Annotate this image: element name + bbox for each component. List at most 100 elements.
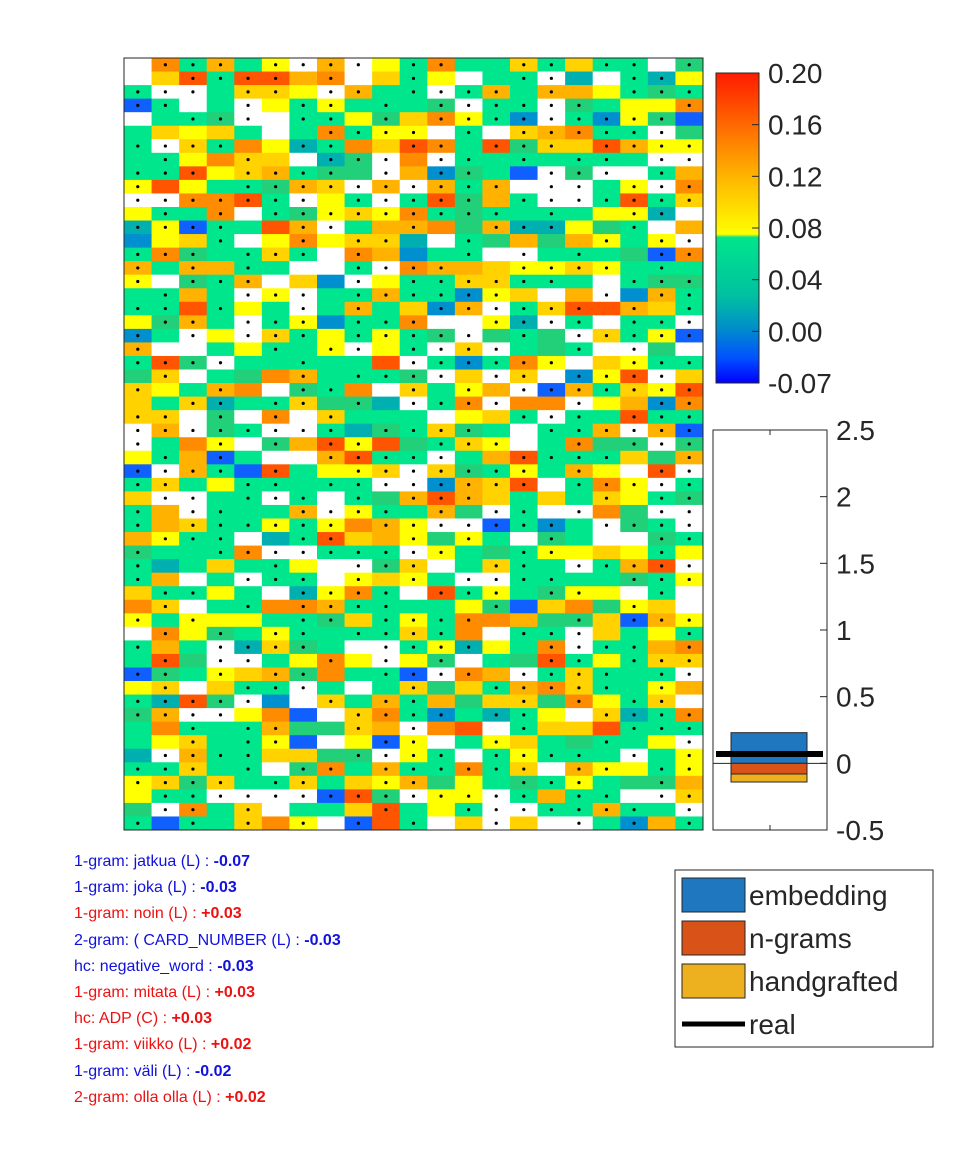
heatmap-dot (522, 374, 526, 378)
heatmap-dot (329, 483, 333, 487)
heatmap-cell (289, 410, 318, 425)
heatmap-dot (329, 185, 333, 189)
heatmap-cell (317, 816, 345, 831)
heatmap-dot (467, 442, 471, 446)
heatmap-dot (604, 239, 609, 243)
heatmap-cell (482, 383, 511, 397)
heatmap-dot (549, 686, 553, 690)
heatmap-cell (675, 681, 704, 695)
heatmap-cell (234, 532, 263, 546)
heatmap-dot (163, 659, 167, 663)
heatmap-dot (191, 469, 195, 473)
heatmap-dot (411, 455, 416, 460)
legend-swatch (681, 963, 746, 999)
heatmap-dot (329, 157, 333, 162)
heatmap-cell (592, 532, 621, 546)
heatmap-cell (675, 599, 704, 614)
heatmap-dot (246, 157, 250, 162)
heatmap-dot (301, 293, 305, 297)
heatmap-dot (274, 523, 278, 527)
heatmap-dot (494, 713, 498, 717)
heatmap-dot (467, 334, 471, 338)
heatmap-dot (439, 361, 443, 365)
heatmap-dot (604, 388, 609, 392)
heatmap-cell (454, 261, 483, 276)
heatmap-cell (179, 450, 208, 465)
heatmap-dot (274, 293, 278, 297)
heatmap-dot (329, 212, 333, 216)
heatmap-cell (592, 315, 621, 330)
heatmap-dot (604, 130, 609, 135)
heatmap-dot (494, 347, 498, 351)
heatmap-cell (179, 206, 208, 221)
heatmap-dot (246, 794, 250, 798)
heatmap-dot (191, 225, 195, 229)
heatmap-cell (261, 220, 290, 235)
feature-row: 1-gram: mitata (L) : +0.03 (74, 980, 594, 1006)
heatmap-dot (577, 591, 581, 595)
heatmap-dot (660, 293, 664, 297)
heatmap-dot (301, 320, 305, 324)
heatmap-cell (372, 220, 401, 235)
heatmap-dot (274, 401, 278, 405)
heatmap-dot (632, 212, 636, 216)
heatmap-dot (356, 320, 360, 324)
heatmap-cell (206, 613, 235, 628)
feature-label: 1-gram: viikko (L) : (74, 1036, 211, 1054)
colorbar-tick-label: 0.16 (768, 110, 823, 141)
heatmap-dot (246, 252, 250, 256)
heatmap-dot (411, 361, 416, 365)
heatmap-dot (301, 117, 305, 121)
heatmap-dot (577, 401, 581, 405)
heatmap-cell (620, 667, 649, 682)
heatmap-cell (482, 58, 511, 72)
heatmap-dot (660, 564, 664, 568)
heatmap-cell (206, 288, 235, 303)
heatmap-dot (439, 171, 443, 175)
heatmap-cell (510, 342, 538, 357)
heatmap-dot (660, 686, 664, 690)
heatmap-dot (411, 794, 416, 798)
heatmap-cell (289, 653, 318, 668)
heatmap-cell (565, 274, 594, 289)
heatmap-dot (660, 699, 664, 703)
heatmap-dot (163, 212, 167, 216)
heatmap-dot (384, 767, 388, 771)
heatmap-dot (329, 225, 333, 229)
heatmap-cell (344, 71, 373, 86)
heatmap-dot (301, 550, 305, 554)
heatmap-cell (675, 261, 704, 276)
heatmap-dot (604, 483, 609, 487)
heatmap-dot (549, 198, 553, 202)
heatmap-dot (218, 225, 223, 229)
heatmap-cell (206, 491, 235, 506)
heatmap-dot (136, 781, 140, 785)
heatmap-dot (384, 659, 388, 663)
heatmap-dot (384, 374, 388, 378)
heatmap-dot (660, 279, 664, 284)
heatmap-dot (274, 564, 278, 568)
heatmap-cell (206, 572, 235, 587)
heatmap-dot (329, 388, 333, 392)
heatmap-cell (537, 789, 566, 804)
heatmap-cell (344, 694, 373, 709)
heatmap-dot (604, 428, 609, 433)
heatmap-cell (592, 613, 621, 628)
heatmap-dot (632, 523, 636, 527)
heatmap-cell (592, 206, 621, 221)
heatmap-cell (592, 504, 621, 519)
heatmap-cell (399, 301, 428, 316)
heatmap-cell (482, 694, 511, 709)
heatmap-dot (136, 442, 140, 446)
heatmap-cell (537, 504, 566, 519)
heatmap-dot (411, 320, 416, 324)
heatmap-dot (356, 130, 360, 135)
heatmap-dot (467, 645, 471, 649)
heatmap-dot (439, 442, 443, 446)
heatmap-cell (372, 355, 401, 370)
heatmap-cell (592, 274, 621, 289)
heatmap-dot (494, 767, 498, 771)
heatmap-dot (522, 781, 526, 785)
heatmap-dot (577, 808, 581, 812)
heatmap-dot (274, 781, 278, 785)
